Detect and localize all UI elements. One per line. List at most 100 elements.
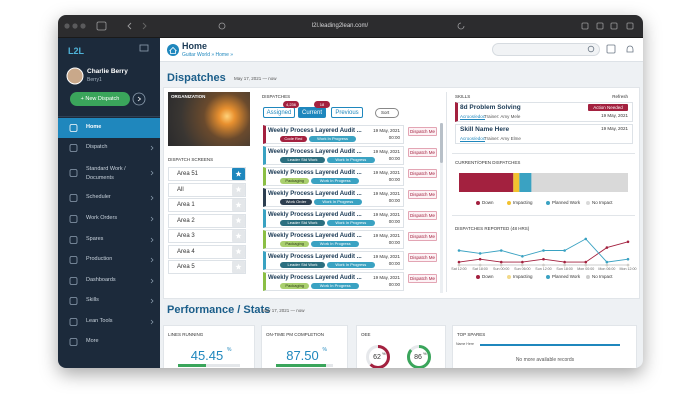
search-box[interactable] [492,43,600,56]
legend-label: Down [482,274,494,279]
legend-label: Impacting [513,274,533,279]
star-button[interactable] [232,245,245,258]
dispatch-me-label[interactable]: Dispatch Me [409,254,436,260]
dispatch-title[interactable]: Weekly Process Layered Audit ... [268,254,362,260]
tab-label[interactable]: Previous [335,109,359,116]
menu-item[interactable]: Dispatch [86,144,108,150]
dispatch-title[interactable]: Weekly Process Layered Audit ... [268,212,362,218]
dispatch-me-button[interactable] [408,148,437,157]
star-button[interactable] [232,183,245,196]
star-button[interactable] [232,199,245,211]
screen-name[interactable]: Area 3 [177,233,195,239]
dispatch-me-button[interactable] [408,253,437,262]
dispatch-me-label[interactable]: Dispatch Me [409,170,436,176]
menu-item[interactable]: Lean Tools [86,318,113,324]
dispatch-time: 00:00 [388,156,400,161]
star-button[interactable] [232,261,245,273]
menu-item[interactable]: Dashboards [86,277,116,283]
dispatch-me-label[interactable]: Dispatch Me [409,191,436,197]
tag-label: Leader Std Work [287,262,318,267]
user-id: Berry1 [87,77,102,83]
dispatch-me-button[interactable] [408,127,437,136]
screen-row[interactable] [168,244,246,259]
legend-label: No Impact [592,200,613,205]
refresh-link[interactable]: Refresh [612,94,628,99]
screen-row[interactable] [168,260,246,274]
screen-name[interactable]: Area 51 [177,171,199,177]
new-dispatch-label[interactable]: + New Dispatch [80,95,120,102]
legend-label: No Impact [592,274,613,279]
screen-name[interactable]: Area 1 [177,202,195,208]
user-name[interactable]: Charlie Berry [87,68,128,75]
legend-label: Down [482,200,494,205]
menu-item[interactable]: Standard Work / Documents [86,166,126,181]
skill-name[interactable]: Skill Name Here [460,126,510,133]
sort-button[interactable] [375,108,399,118]
dispatch-me-label[interactable]: Dispatch Me [409,212,436,218]
scrollbar-thumb [440,123,443,163]
tab-label[interactable]: Assigned [266,109,292,116]
dispatch-title[interactable]: Weekly Process Layered Audit ... [268,275,362,281]
screen-name[interactable]: Area 5 [177,264,195,270]
tab-label[interactable]: Current [301,109,323,116]
menu-item[interactable]: Scheduler [86,194,111,200]
stat-value: 45.45 [190,348,224,363]
screen-row[interactable] [168,167,246,181]
star-button[interactable] [232,168,245,180]
skill-link[interactable]: Acroos/edoc [460,135,486,141]
dispatch-me-button[interactable] [408,211,437,220]
tab[interactable] [263,107,295,118]
url-text[interactable]: l2l.leading2lean.com/ [311,23,369,29]
new-dispatch-button[interactable] [70,92,130,106]
star-button[interactable] [232,214,245,227]
screen-name[interactable]: Area 4 [177,248,195,255]
menu-item[interactable]: More [86,338,99,344]
skill-card[interactable] [455,124,633,144]
dispatch-me-label[interactable]: Dispatch Me [409,233,436,239]
dispatch-date: 19 May, 2021 [373,191,400,196]
menu-item[interactable]: Production [86,256,113,262]
screen-name[interactable]: All [177,186,184,193]
dispatch-me-button[interactable] [408,190,437,199]
tag-label: Leader Std Work [287,157,318,162]
logo[interactable]: L2L [68,46,85,56]
section-title: Dispatches [167,72,226,84]
dispatch-title[interactable]: Weekly Process Layered Audit ... [268,233,362,239]
menu-item[interactable]: Work Orders [86,215,118,221]
tab[interactable] [331,107,363,118]
dispatch-title[interactable]: Weekly Process Layered Audit ... [268,149,362,155]
column-divider [446,92,447,292]
dispatch-me-button[interactable] [408,169,437,178]
status-pill [588,104,628,111]
dispatch-date: 19 May, 2021 [373,233,400,238]
dispatch-me-button[interactable] [408,232,437,241]
screen-row[interactable] [168,182,246,197]
badge [283,101,299,108]
dispatch-title[interactable]: Weekly Process Layered Audit ... [268,191,362,197]
tag [280,262,325,268]
badge-text: 4,236 [285,101,297,107]
sort-label[interactable]: Sort [381,109,390,115]
star-button[interactable] [232,230,245,242]
screen-row[interactable] [168,198,246,212]
divider [58,116,160,117]
skill-link[interactable]: Acroos/edoc [460,113,486,119]
tab[interactable] [298,107,326,118]
menu-item[interactable]: Home [86,124,102,130]
dispatch-me-label[interactable]: Dispatch Me [409,128,436,134]
screen-name[interactable]: Area 2 [177,217,195,224]
breadcrumb[interactable]: Guitar World » Home » [182,52,234,58]
tag [280,178,310,184]
screen-row[interactable] [168,213,246,228]
skill-name[interactable]: 8d Problem Solving [460,104,521,111]
dispatch-me-button[interactable] [408,274,437,283]
tag [314,199,362,205]
menu-item[interactable]: Skills [86,297,99,303]
dispatch-title[interactable]: Weekly Process Layered Audit ... [268,170,362,176]
menu-item[interactable]: Spares [86,236,104,242]
dispatch-me-label[interactable]: Dispatch Me [409,149,436,155]
dispatch-title[interactable]: Weekly Process Layered Audit ... [268,128,362,134]
screen-row[interactable] [168,229,246,243]
divider [452,153,635,154]
dispatch-me-label[interactable]: Dispatch Me [409,275,436,281]
